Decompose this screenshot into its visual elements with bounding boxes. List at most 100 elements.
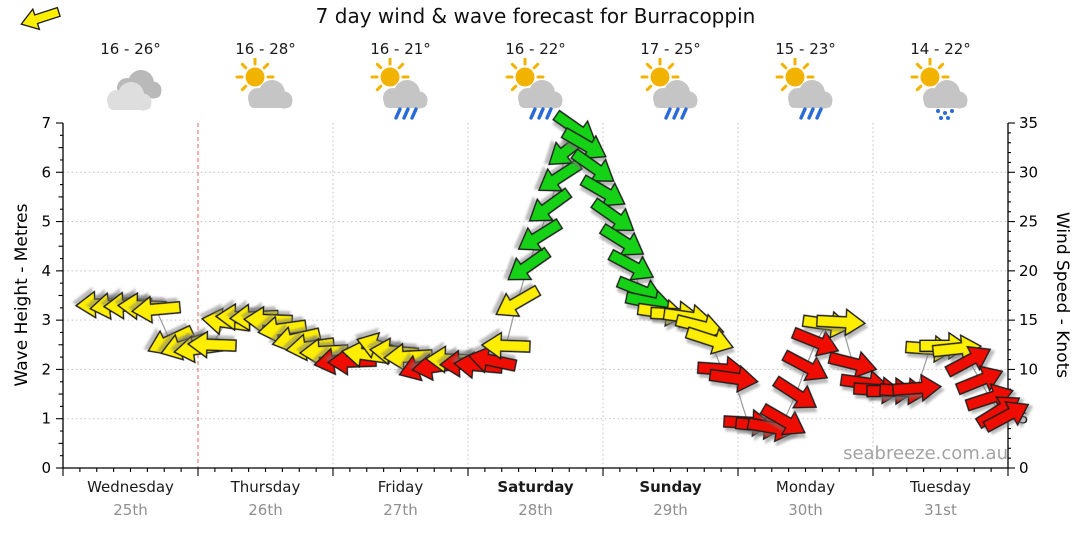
day-name: Tuesday — [909, 478, 972, 496]
temp-range-label: 16 - 28° — [235, 40, 296, 58]
right-tick-label: 0 — [1019, 459, 1029, 477]
right-axis-title: Wind Speed - Knots — [1052, 211, 1072, 379]
wind-arrow — [598, 222, 645, 256]
temp-range-label: 16 - 22° — [505, 40, 566, 58]
day-date: 25th — [113, 501, 148, 519]
rain-icon — [798, 107, 823, 120]
left-tick-label: 0 — [41, 459, 51, 477]
wind-arrow — [517, 218, 564, 251]
wind-arrow — [242, 305, 294, 335]
wind-arrow — [684, 326, 735, 355]
page-title: 7 day wind & wave forecast for Burracopp… — [315, 4, 756, 28]
day-name: Wednesday — [87, 478, 174, 496]
rain-icon — [393, 107, 418, 120]
left-tick-label: 4 — [41, 262, 51, 280]
wind-arrow — [495, 284, 542, 317]
wind-arrow — [590, 197, 635, 232]
wind-arrow — [607, 248, 655, 281]
wind-arrow — [790, 326, 840, 357]
wind-arrow — [480, 331, 531, 360]
left-tick-label: 3 — [41, 311, 51, 329]
left-tick-label: 1 — [41, 410, 51, 428]
sun-icon — [370, 57, 409, 97]
wind-arrow — [891, 373, 943, 403]
cloud-icon — [922, 80, 967, 109]
weather-icon-wrap — [63, 58, 198, 126]
right-tick-label: 20 — [1019, 262, 1038, 280]
weather-icon-sun-cloud-rain — [505, 57, 562, 120]
weather-icon-sun-cloud-rain — [370, 57, 427, 120]
wind-arrow — [708, 364, 759, 394]
day-date: 29th — [653, 501, 688, 519]
cloud-icon — [382, 80, 427, 109]
wind-arrow — [257, 315, 308, 344]
wind-arrow — [130, 295, 182, 324]
day-name: Thursday — [230, 478, 301, 496]
right-tick-label: 5 — [1019, 410, 1029, 428]
cloud-icon — [106, 82, 151, 111]
left-tick-label: 7 — [41, 114, 51, 132]
temp-range-label: 17 - 25° — [640, 40, 701, 58]
wind-arrow — [570, 148, 615, 182]
left-tick-label: 5 — [41, 213, 51, 231]
left-axis-title: Wave Height - Metres — [12, 203, 32, 387]
rain-icon — [528, 107, 553, 120]
rain-icon — [663, 107, 688, 120]
cloud-icon — [247, 80, 292, 109]
right-tick-label: 30 — [1019, 163, 1038, 181]
cloud-icon — [652, 80, 697, 109]
wind-arrow — [560, 126, 607, 160]
stray-wind-arrow-icon — [10, 2, 70, 40]
left-tick-label: 2 — [41, 360, 51, 378]
right-tick-label: 35 — [1019, 114, 1038, 132]
cloud-icon — [517, 80, 562, 109]
weather-icon-wrap — [603, 57, 738, 126]
day-name: Monday — [775, 478, 836, 496]
wind-arrow — [954, 365, 1004, 396]
temp-range-label: 16 - 26° — [100, 40, 161, 58]
wind-arrow — [298, 337, 349, 367]
day-name: Saturday — [497, 478, 574, 496]
right-tick-label: 15 — [1019, 311, 1038, 329]
drizzle-icon — [935, 109, 954, 120]
weather-icon-sun-cloud-rain — [775, 57, 832, 120]
right-tick-label: 10 — [1019, 360, 1038, 378]
wind-arrow — [759, 402, 806, 436]
wind-arrow — [382, 342, 434, 372]
weather-icon-sun-cloud-drizzle — [910, 57, 967, 120]
weather-icon-sun-cloud — [235, 57, 292, 109]
wind-arrow — [579, 174, 626, 207]
wind-arrow — [781, 349, 829, 382]
left-tick-label: 6 — [41, 163, 51, 181]
wind-arrow — [186, 330, 237, 359]
weather-icon-sun-cloud-rain — [640, 57, 697, 120]
wind-arrow — [467, 345, 518, 374]
weather-icon-wrap — [873, 57, 1008, 126]
sun-icon — [775, 57, 814, 97]
wind-arrow-glyph — [20, 6, 61, 31]
sun-icon — [640, 57, 679, 97]
temp-range-label: 14 - 22° — [910, 40, 971, 58]
day-date: 26th — [248, 501, 283, 519]
day-date: 27th — [383, 501, 418, 519]
watermark: seabreeze.com.au — [843, 443, 1008, 464]
day-name: Friday — [377, 478, 424, 496]
wind-arrow — [982, 401, 1030, 433]
day-date: 30th — [788, 501, 823, 519]
weather-icon-wrap — [198, 57, 333, 126]
day-name: Sunday — [639, 478, 702, 496]
wind-arrow — [816, 308, 867, 337]
day-date: 31st — [924, 501, 957, 519]
wind-arrow — [827, 350, 878, 379]
weather-icon-wrap — [333, 57, 468, 126]
right-tick-label: 25 — [1019, 213, 1038, 231]
temp-range-label: 16 - 21° — [370, 40, 431, 58]
weather-icon-cloudy — [106, 70, 161, 111]
weather-icon-wrap — [738, 57, 873, 126]
weather-icon-wrap — [468, 57, 603, 126]
cloud-icon — [787, 80, 832, 109]
wind-arrow — [771, 375, 818, 409]
wind-arrow — [944, 345, 992, 378]
